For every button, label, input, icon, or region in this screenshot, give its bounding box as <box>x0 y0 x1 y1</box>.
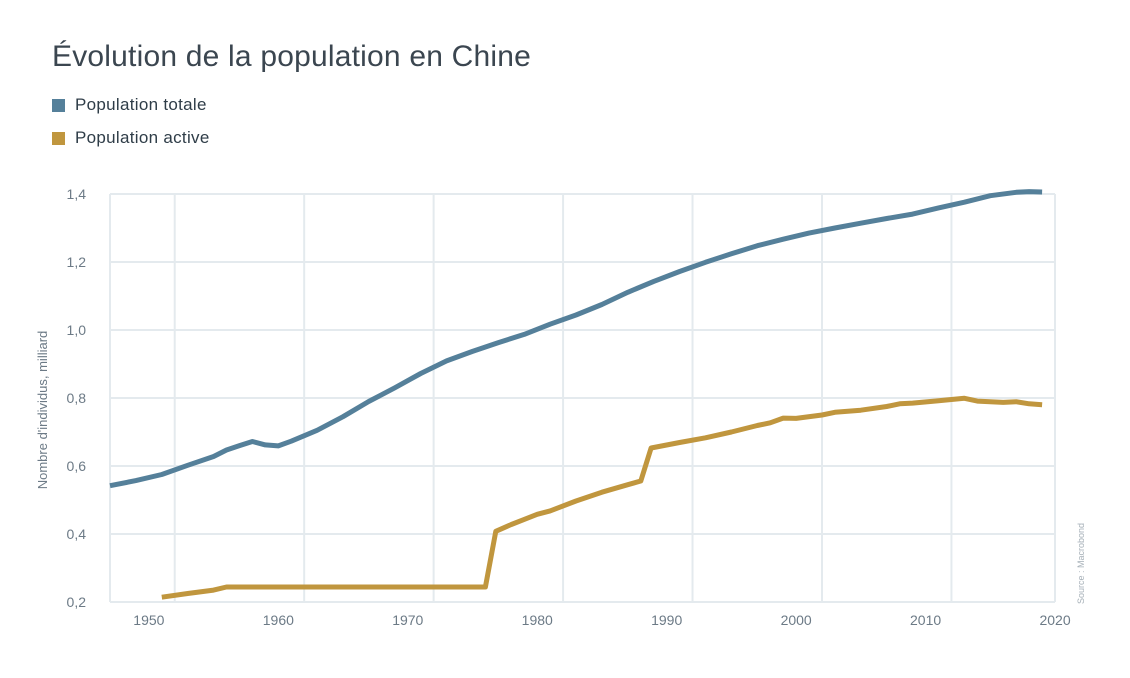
series-lines <box>109 189 1043 600</box>
y-tick-label: 1,0 <box>67 322 87 338</box>
y-axis-label: Nombre d'individus, milliard <box>35 331 50 490</box>
x-tick-label: 1970 <box>392 612 423 628</box>
y-tick-label: 1,4 <box>67 186 87 202</box>
series-line-population-active <box>161 395 1043 600</box>
legend-swatch-population-active <box>52 131 65 145</box>
x-tick-label: 1980 <box>522 612 553 628</box>
source-note: Source : Macrobond <box>1076 522 1086 604</box>
y-tick-label: 0,4 <box>67 526 87 542</box>
series-line-population-totale <box>109 189 1043 489</box>
y-axis-ticks: 0,2 0,4 0,6 0,8 1,0 1,2 1,4 <box>67 186 87 610</box>
x-tick-label: 2010 <box>910 612 941 628</box>
legend-label-population-totale: Population totale <box>75 95 207 114</box>
x-tick-label: 1990 <box>651 612 682 628</box>
x-tick-label: 1950 <box>133 612 164 628</box>
y-tick-label: 0,8 <box>67 390 87 406</box>
legend: Population totale Population active <box>52 94 210 160</box>
legend-label-population-active: Population active <box>75 128 210 147</box>
x-tick-label: 1960 <box>263 612 294 628</box>
y-tick-label: 1,2 <box>67 254 87 270</box>
x-tick-label: 2020 <box>1039 612 1070 628</box>
legend-swatch-population-totale <box>52 98 65 112</box>
chart-title: Évolution de la population en Chine <box>52 40 532 73</box>
x-tick-label: 2000 <box>781 612 812 628</box>
y-tick-label: 0,2 <box>67 594 87 610</box>
grid <box>109 193 1056 603</box>
y-tick-label: 0,6 <box>67 458 87 474</box>
x-axis-ticks: 1950 1960 1970 1980 1990 2000 2010 2020 <box>133 612 1071 628</box>
legend-item-population-totale: Population totale <box>52 94 210 116</box>
legend-item-population-active: Population active <box>52 127 210 149</box>
